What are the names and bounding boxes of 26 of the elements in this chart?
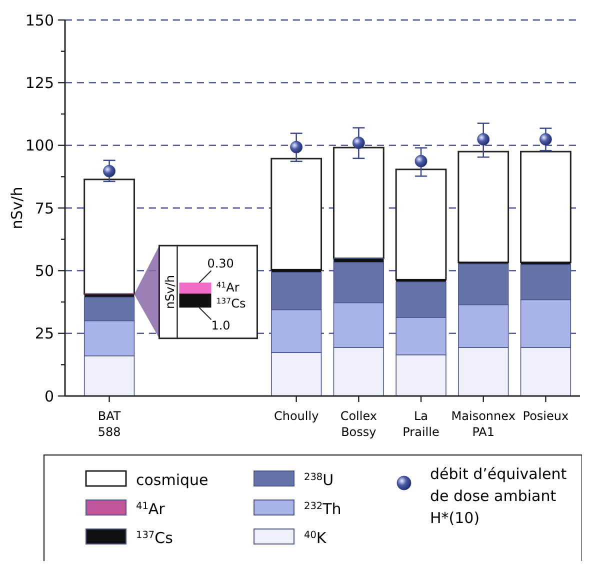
x-tick-label: Collex Bossy [340,409,378,439]
legend-label: $^{41}$Ar [136,500,166,518]
x-tick-label: La Praille [402,409,440,439]
y-tick-label: 125 [25,74,54,92]
x-tick-label: Maisonnex PA1 [451,409,516,439]
y-tick-label: 0 [44,387,54,406]
annotation: 0.30 [207,256,234,271]
legend-label: $^{137}$Cs [136,529,174,547]
x-tick-label: BAT 588 [98,409,122,439]
annotation: $^{41}$Ar [216,280,240,295]
legend-label: $^{40}$K [304,529,328,547]
legend-label: débit d’équivalent de dose ambiant H*(10) [430,465,567,527]
legend-label: $^{232}$Th [304,500,342,518]
legend-label: cosmique [136,471,208,489]
y-axis-title: nSv/h [8,186,26,230]
legend-label: $^{238}$U [304,471,334,489]
y-tick-label: 50 [34,262,54,280]
annotation: $^{137}$Cs [216,296,246,311]
x-tick-label: Posieux [522,409,569,423]
y-tick-label: 100 [25,136,54,155]
y-tick-label: 75 [34,199,54,218]
annotation: nSv/h [164,274,178,309]
y-tick-label: 150 [25,11,54,30]
y-tick-label: 25 [34,324,54,343]
annotation: 1.0 [211,318,230,333]
x-tick-label: Choully [274,409,319,423]
